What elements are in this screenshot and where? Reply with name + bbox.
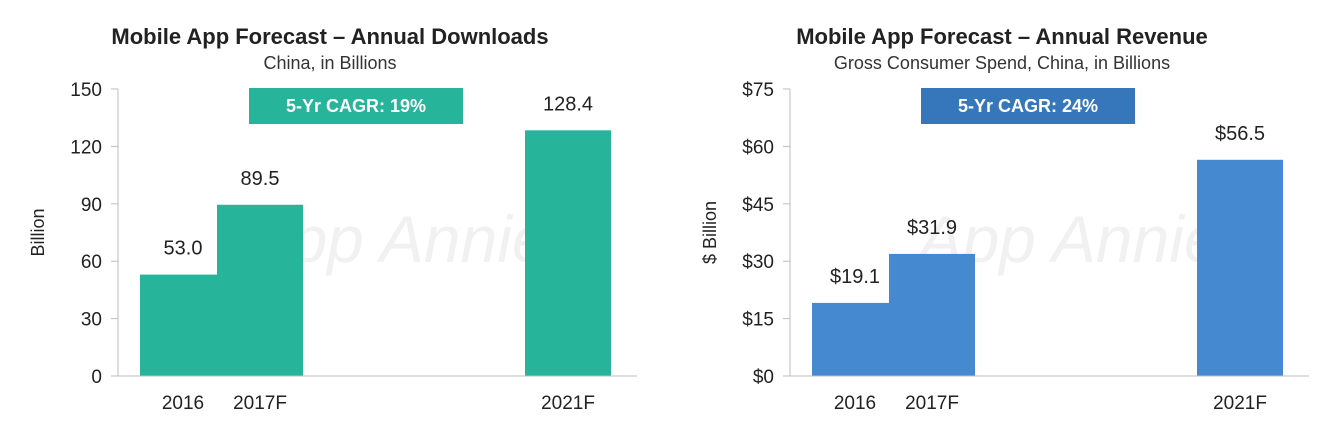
y-tick-label: 0 [91,367,102,388]
y-tick-label: 120 [70,137,102,158]
y-tick-label: $30 [742,252,774,273]
downloads-chart-panel: Mobile App Forecast – Annual Downloads C… [0,0,660,436]
data-label: 128.4 [543,93,593,115]
bar [525,130,611,376]
data-label: $19.1 [830,266,880,288]
x-category-label: 2021F [541,393,595,414]
y-tick-label: $15 [742,310,774,331]
y-tick-label: $75 [742,80,774,101]
y-tick-label: $45 [742,195,774,216]
cagr-badge [921,88,1135,124]
y-axis-label: $ Billion [700,201,720,264]
x-category-label: 2016 [834,393,876,414]
y-tick-label: $60 [742,137,774,158]
y-tick-label: 60 [81,252,102,273]
revenue-chart-panel: Mobile App Forecast – Annual Revenue Gro… [672,0,1332,436]
bar [217,204,303,376]
revenue-bar-chart: App Annie$ Billion$0$15$30$45$60$75$19.1… [700,80,1309,414]
data-label: 89.5 [241,168,280,190]
x-category-label: 2017F [905,393,959,414]
y-tick-label: 150 [70,80,102,101]
downloads-bar-chart: App AnnieBillion030609012015053.0201689.… [28,80,637,414]
chart-title: Mobile App Forecast – Annual Downloads [111,24,549,49]
data-label: $56.5 [1215,123,1265,145]
data-label: $31.9 [907,217,957,239]
bar [889,253,975,376]
y-tick-label: 90 [81,195,102,216]
x-category-label: 2016 [162,393,204,414]
data-label: 53.0 [164,238,203,260]
x-category-label: 2017F [233,393,287,414]
bar [1197,159,1283,376]
chart-subtitle: Gross Consumer Spend, China, in Billions [833,53,1171,73]
cagr-badge-text: 5-Yr CAGR: 24% [958,96,1098,116]
chart-title: Mobile App Forecast – Annual Revenue [796,24,1208,49]
chart-subtitle: China, in Billions [263,53,397,73]
bar [140,274,226,376]
y-axis-label: Billion [28,208,48,256]
bar [812,302,898,376]
cagr-badge [249,88,463,124]
x-category-label: 2021F [1213,393,1267,414]
y-tick-label: 30 [81,310,102,331]
cagr-badge-text: 5-Yr CAGR: 19% [286,96,426,116]
y-tick-label: $0 [753,367,774,388]
